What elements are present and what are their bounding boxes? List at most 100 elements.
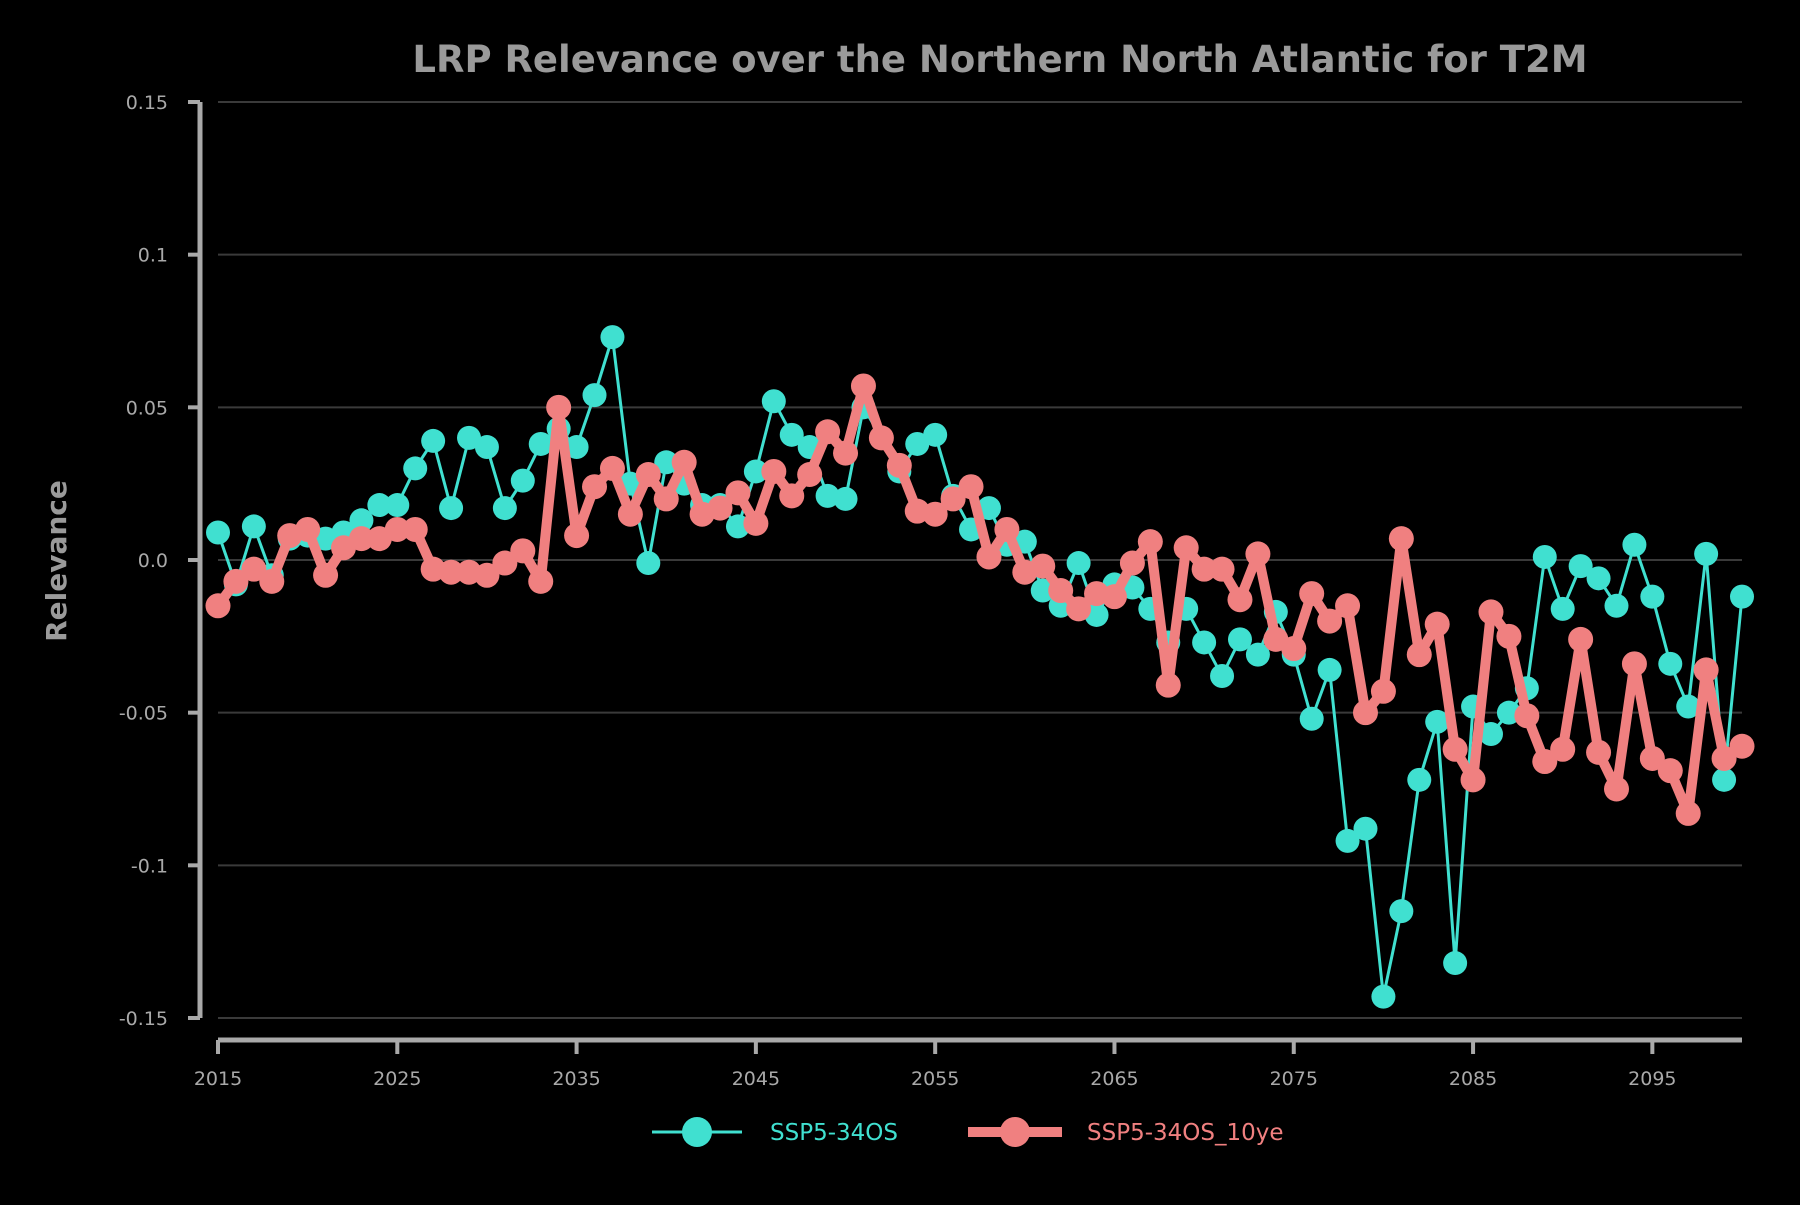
data-point	[1173, 535, 1199, 561]
data-point	[1299, 706, 1324, 731]
data-point	[635, 462, 661, 488]
data-point	[582, 383, 607, 408]
data-point	[1210, 664, 1235, 689]
data-point	[510, 538, 536, 564]
data-point	[1532, 749, 1558, 775]
data-point	[779, 422, 804, 447]
data-point	[833, 486, 858, 511]
data-point	[1389, 899, 1414, 924]
data-point	[922, 501, 948, 527]
data-point	[1030, 553, 1056, 579]
data-point	[1478, 599, 1504, 625]
data-point	[1675, 800, 1701, 826]
data-point	[474, 562, 500, 588]
data-point	[1353, 816, 1378, 841]
data-point	[1640, 584, 1665, 609]
data-point	[1424, 611, 1450, 637]
data-point	[1030, 578, 1055, 603]
data-point	[1370, 678, 1396, 704]
data-point	[1137, 529, 1163, 555]
data-point	[815, 419, 841, 445]
data-point	[743, 459, 768, 484]
data-point	[1066, 596, 1092, 622]
data-point	[564, 435, 589, 460]
data-point	[653, 486, 679, 512]
data-point	[1711, 745, 1737, 771]
data-point	[402, 516, 428, 542]
data-point	[599, 455, 625, 481]
data-point	[295, 516, 321, 542]
data-point	[1442, 736, 1468, 762]
data-point	[457, 425, 482, 450]
data-point	[474, 435, 499, 460]
x-tick-label: 2085	[1449, 1068, 1497, 1090]
x-tick-label: 2065	[1090, 1068, 1138, 1090]
data-point	[1443, 951, 1468, 976]
data-point	[492, 496, 517, 521]
data-point	[1550, 596, 1575, 621]
data-point	[259, 568, 285, 594]
data-point	[1407, 767, 1432, 792]
data-point	[1621, 651, 1647, 677]
y-tick-label: 0.1	[138, 245, 168, 267]
data-point	[241, 514, 266, 539]
data-point	[1406, 642, 1432, 668]
axes	[188, 100, 1742, 1054]
data-point	[492, 550, 518, 576]
legend-label: SSP5-34OS	[770, 1120, 898, 1146]
data-point	[1712, 767, 1737, 792]
data-point	[438, 559, 464, 585]
data-point	[617, 501, 643, 527]
legend-swatch-marker	[682, 1117, 712, 1147]
y-tick-label: -0.05	[119, 703, 168, 725]
data-point	[940, 486, 966, 512]
data-point	[1335, 828, 1360, 853]
x-tick-label: 2075	[1270, 1068, 1318, 1090]
data-point	[1532, 544, 1557, 569]
x-tick-label: 2055	[911, 1068, 959, 1090]
data-point	[886, 452, 912, 478]
data-point	[582, 474, 608, 500]
y-tick-label: -0.15	[119, 1008, 168, 1030]
data-point	[206, 520, 230, 545]
data-point	[223, 568, 249, 594]
data-point	[384, 516, 410, 542]
data-point	[1568, 554, 1593, 579]
data-point	[349, 508, 374, 533]
data-point	[385, 493, 410, 518]
data-point	[1281, 636, 1307, 662]
data-point	[636, 551, 661, 576]
data-point	[671, 449, 697, 475]
data-point	[528, 568, 554, 594]
x-tick-label: 2035	[552, 1068, 600, 1090]
data-point	[600, 325, 625, 350]
data-point	[1425, 709, 1450, 734]
data-point	[868, 425, 894, 451]
x-tick-label: 2095	[1628, 1068, 1676, 1090]
data-point	[1622, 532, 1647, 557]
data-point	[1299, 581, 1325, 607]
data-point	[528, 431, 553, 456]
data-point	[1335, 593, 1361, 619]
data-point	[421, 428, 446, 453]
data-point	[1371, 984, 1396, 1009]
data-point	[205, 593, 231, 619]
data-point	[761, 389, 786, 414]
series-2	[205, 373, 1755, 826]
data-point	[976, 544, 1002, 570]
y-tick-label: 0.15	[126, 92, 168, 114]
data-point	[439, 496, 464, 521]
data-point	[313, 562, 339, 588]
data-point	[1676, 694, 1701, 719]
data-point	[1586, 739, 1612, 765]
data-point	[654, 450, 679, 475]
data-point	[815, 483, 840, 508]
data-point	[923, 422, 948, 447]
data-point	[833, 440, 859, 466]
data-point	[1639, 745, 1665, 771]
data-point	[1730, 584, 1754, 609]
data-point	[1191, 556, 1217, 582]
data-point	[1693, 657, 1719, 683]
